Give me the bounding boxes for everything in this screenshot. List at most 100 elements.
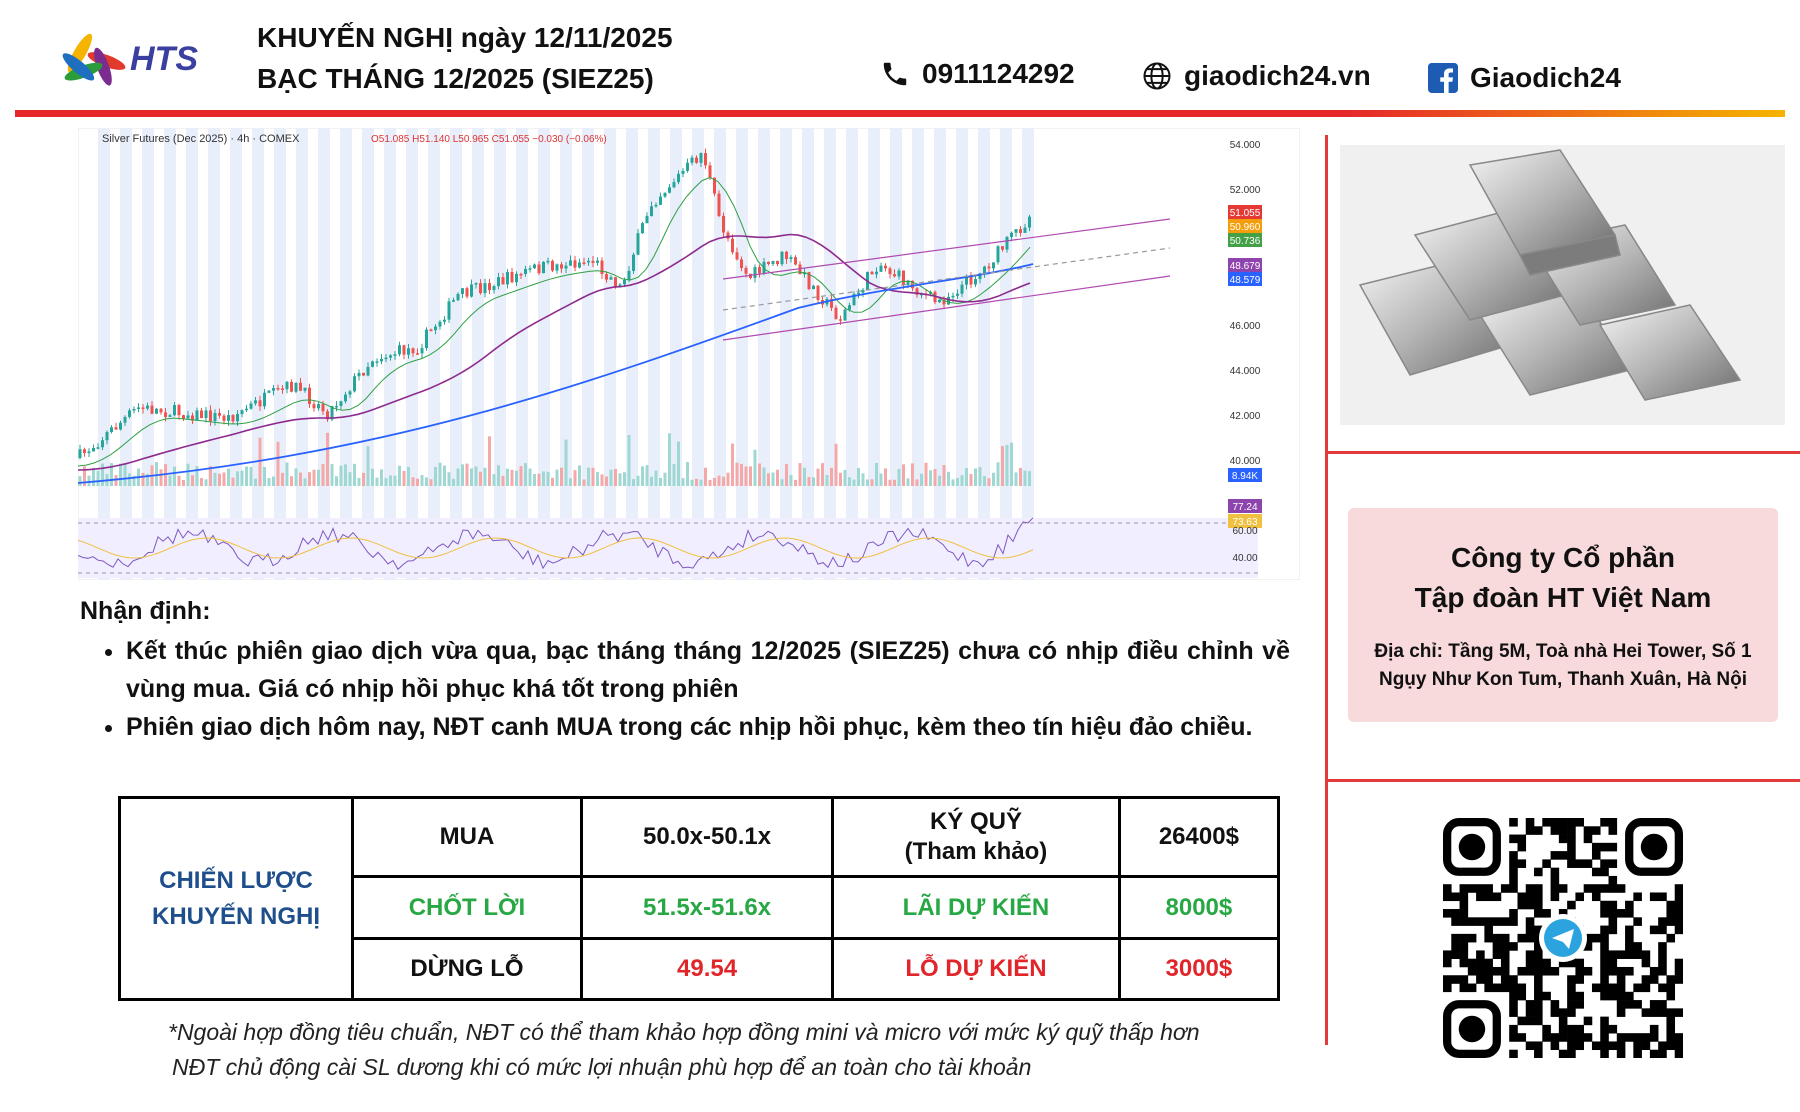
qr-module <box>1550 851 1560 860</box>
volume-bar <box>983 476 986 486</box>
qr-module <box>1674 900 1683 910</box>
qr-module <box>1550 884 1560 893</box>
volume-bar <box>690 479 694 486</box>
candle <box>735 252 739 260</box>
volume-bar <box>650 476 653 486</box>
axis-label: 50.960 <box>1230 222 1261 233</box>
qr-module <box>1459 950 1469 959</box>
qr-module <box>1674 966 1683 976</box>
qr-module <box>1608 958 1618 968</box>
volume-bar <box>866 479 869 486</box>
axis-label: 60.00 <box>1232 526 1257 537</box>
volume-bar <box>951 479 955 486</box>
session-stripe <box>428 128 440 580</box>
website: giaodich24.vn <box>1142 60 1371 92</box>
candle <box>1005 237 1009 250</box>
price-badge <box>1228 205 1262 219</box>
qr-module <box>1459 975 1469 984</box>
candle <box>996 246 1000 263</box>
qr-module <box>1600 1041 1609 1051</box>
qr-module <box>1476 958 1485 968</box>
qr-module <box>1608 1041 1618 1051</box>
volume-bar <box>767 473 770 486</box>
candle <box>659 196 662 205</box>
volume-bar <box>281 472 284 486</box>
session-stripe <box>582 128 594 580</box>
candle <box>893 274 896 277</box>
volume-bar <box>789 474 793 486</box>
qr-module <box>1534 950 1543 959</box>
facebook-icon <box>1428 63 1458 93</box>
session-stripe <box>274 128 286 580</box>
candle <box>551 260 554 271</box>
qr-module <box>1591 933 1601 943</box>
qr-module <box>1633 950 1642 959</box>
candle <box>731 238 734 253</box>
qr-module <box>1567 900 1576 910</box>
candle <box>690 157 694 163</box>
candle <box>650 206 653 217</box>
candle <box>474 283 478 285</box>
qr-module <box>1550 1041 1560 1051</box>
candle <box>528 268 532 270</box>
candle <box>213 413 217 422</box>
volume-bar <box>1005 444 1009 486</box>
axis-label: 52.000 <box>1230 185 1261 196</box>
volume-bar <box>803 467 806 486</box>
volume-bar <box>294 468 298 486</box>
qr-module <box>1674 1049 1683 1058</box>
candle <box>537 264 541 274</box>
price-badge <box>1228 468 1262 482</box>
candle <box>479 283 482 294</box>
volume-bar <box>668 433 671 486</box>
volume-bar <box>776 469 779 486</box>
price-badge <box>1228 233 1262 247</box>
candle <box>582 262 586 264</box>
volume-bar <box>893 479 896 486</box>
candle <box>951 295 955 298</box>
candle <box>884 265 887 269</box>
price-badge <box>1228 219 1262 233</box>
candle <box>357 372 361 377</box>
volume-bar <box>654 470 658 486</box>
candle <box>902 270 905 285</box>
qr-module <box>1608 966 1618 976</box>
qr-module <box>1583 1033 1593 1042</box>
qr-module <box>1509 859 1518 868</box>
qr-module <box>1608 826 1618 835</box>
volume-bar <box>191 475 194 486</box>
candle <box>564 265 568 269</box>
volume-bar <box>312 469 316 486</box>
qr-module <box>1500 917 1510 926</box>
session-stripe <box>252 128 264 580</box>
qr-module <box>1476 884 1485 893</box>
session-stripe <box>846 128 858 580</box>
candle <box>488 283 491 291</box>
volume-bar <box>987 478 991 486</box>
qr-module <box>1600 842 1609 852</box>
volume-bar <box>389 475 392 486</box>
volume-bar <box>470 468 473 486</box>
qr-module <box>1534 983 1543 993</box>
volume-bar <box>177 475 181 486</box>
qr-module <box>1591 892 1601 902</box>
qr-finder <box>1625 818 1683 876</box>
qr-module <box>1451 909 1460 918</box>
candle <box>812 285 815 290</box>
candle <box>960 284 964 294</box>
qr-module <box>1575 991 1584 1001</box>
qr-module <box>1525 1000 1535 1009</box>
qr-module <box>1492 917 1502 926</box>
candle <box>632 254 635 271</box>
candle <box>843 309 847 321</box>
qr-module <box>1674 892 1683 902</box>
volume-bar <box>132 475 136 486</box>
volume-bar <box>254 478 257 486</box>
volume-bar <box>641 466 644 486</box>
qr-module <box>1666 1033 1676 1042</box>
candle <box>177 405 181 416</box>
volume-bar <box>92 467 95 486</box>
volume-bar <box>996 462 1000 486</box>
volume-bar <box>159 469 163 486</box>
qr-module <box>1633 917 1642 926</box>
